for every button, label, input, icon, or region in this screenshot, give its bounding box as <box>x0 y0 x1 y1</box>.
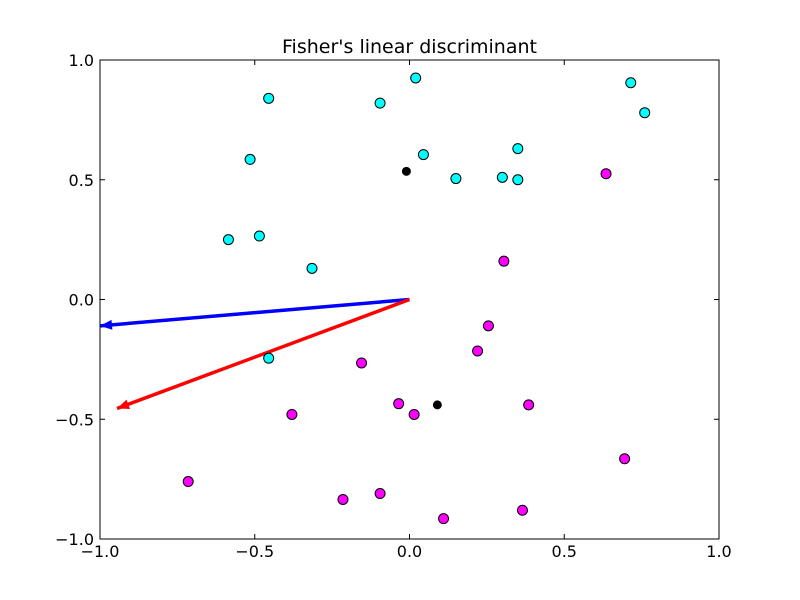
data-point <box>253 230 265 242</box>
data-point <box>516 504 528 516</box>
vector-head <box>100 319 113 330</box>
x-tick-label: 1.0 <box>706 542 731 561</box>
chart-title: Fisher's linear discriminant <box>282 36 537 58</box>
vector-shaft <box>100 297 410 328</box>
data-point <box>244 153 256 165</box>
data-point <box>438 513 450 525</box>
data-point <box>496 171 508 183</box>
data-point <box>306 262 318 274</box>
data-point <box>263 92 275 104</box>
x-tick-label: 0.0 <box>397 542 422 561</box>
data-point <box>512 143 524 155</box>
data-point <box>450 173 462 185</box>
data-point <box>401 166 411 176</box>
x-tick-label: −1.0 <box>81 542 120 561</box>
data-point <box>410 72 422 84</box>
y-tick-label: 0.0 <box>69 291 94 310</box>
data-point <box>374 97 386 109</box>
y-tick-label: −1.0 <box>55 530 94 549</box>
data-point <box>625 77 637 89</box>
data-point <box>600 168 612 180</box>
y-tick-label: 1.0 <box>69 51 94 70</box>
data-point <box>286 408 298 420</box>
data-point <box>408 408 420 420</box>
y-tick-label: 0.5 <box>69 171 94 190</box>
x-tick-label: 0.5 <box>552 542 577 561</box>
data-point <box>498 255 510 267</box>
vector-head <box>117 399 131 409</box>
data-point <box>432 400 442 410</box>
data-point <box>337 493 349 505</box>
vector-arrow-1 <box>100 297 410 330</box>
data-point <box>263 352 275 364</box>
data-point <box>417 149 429 161</box>
data-point <box>374 487 386 499</box>
data-point <box>472 345 484 357</box>
data-point <box>639 107 651 119</box>
x-axis: −1.0 −0.5 0.0 0.5 1.0 <box>81 60 732 561</box>
data-point <box>523 399 535 411</box>
data-point <box>356 357 368 369</box>
data-point <box>482 320 494 332</box>
data-point <box>512 174 524 186</box>
vectors-layer <box>100 297 411 411</box>
vector-arrow-2 <box>116 297 411 411</box>
data-point <box>222 234 234 246</box>
vector-shaft <box>116 297 411 411</box>
data-point <box>182 476 194 488</box>
points-layer <box>182 72 651 525</box>
data-point <box>393 398 405 410</box>
x-tick-label: −0.5 <box>235 542 274 561</box>
y-tick-label: −0.5 <box>55 410 94 429</box>
y-axis: −1.0 −0.5 0.0 0.5 1.0 <box>55 51 719 549</box>
data-point <box>619 453 631 465</box>
